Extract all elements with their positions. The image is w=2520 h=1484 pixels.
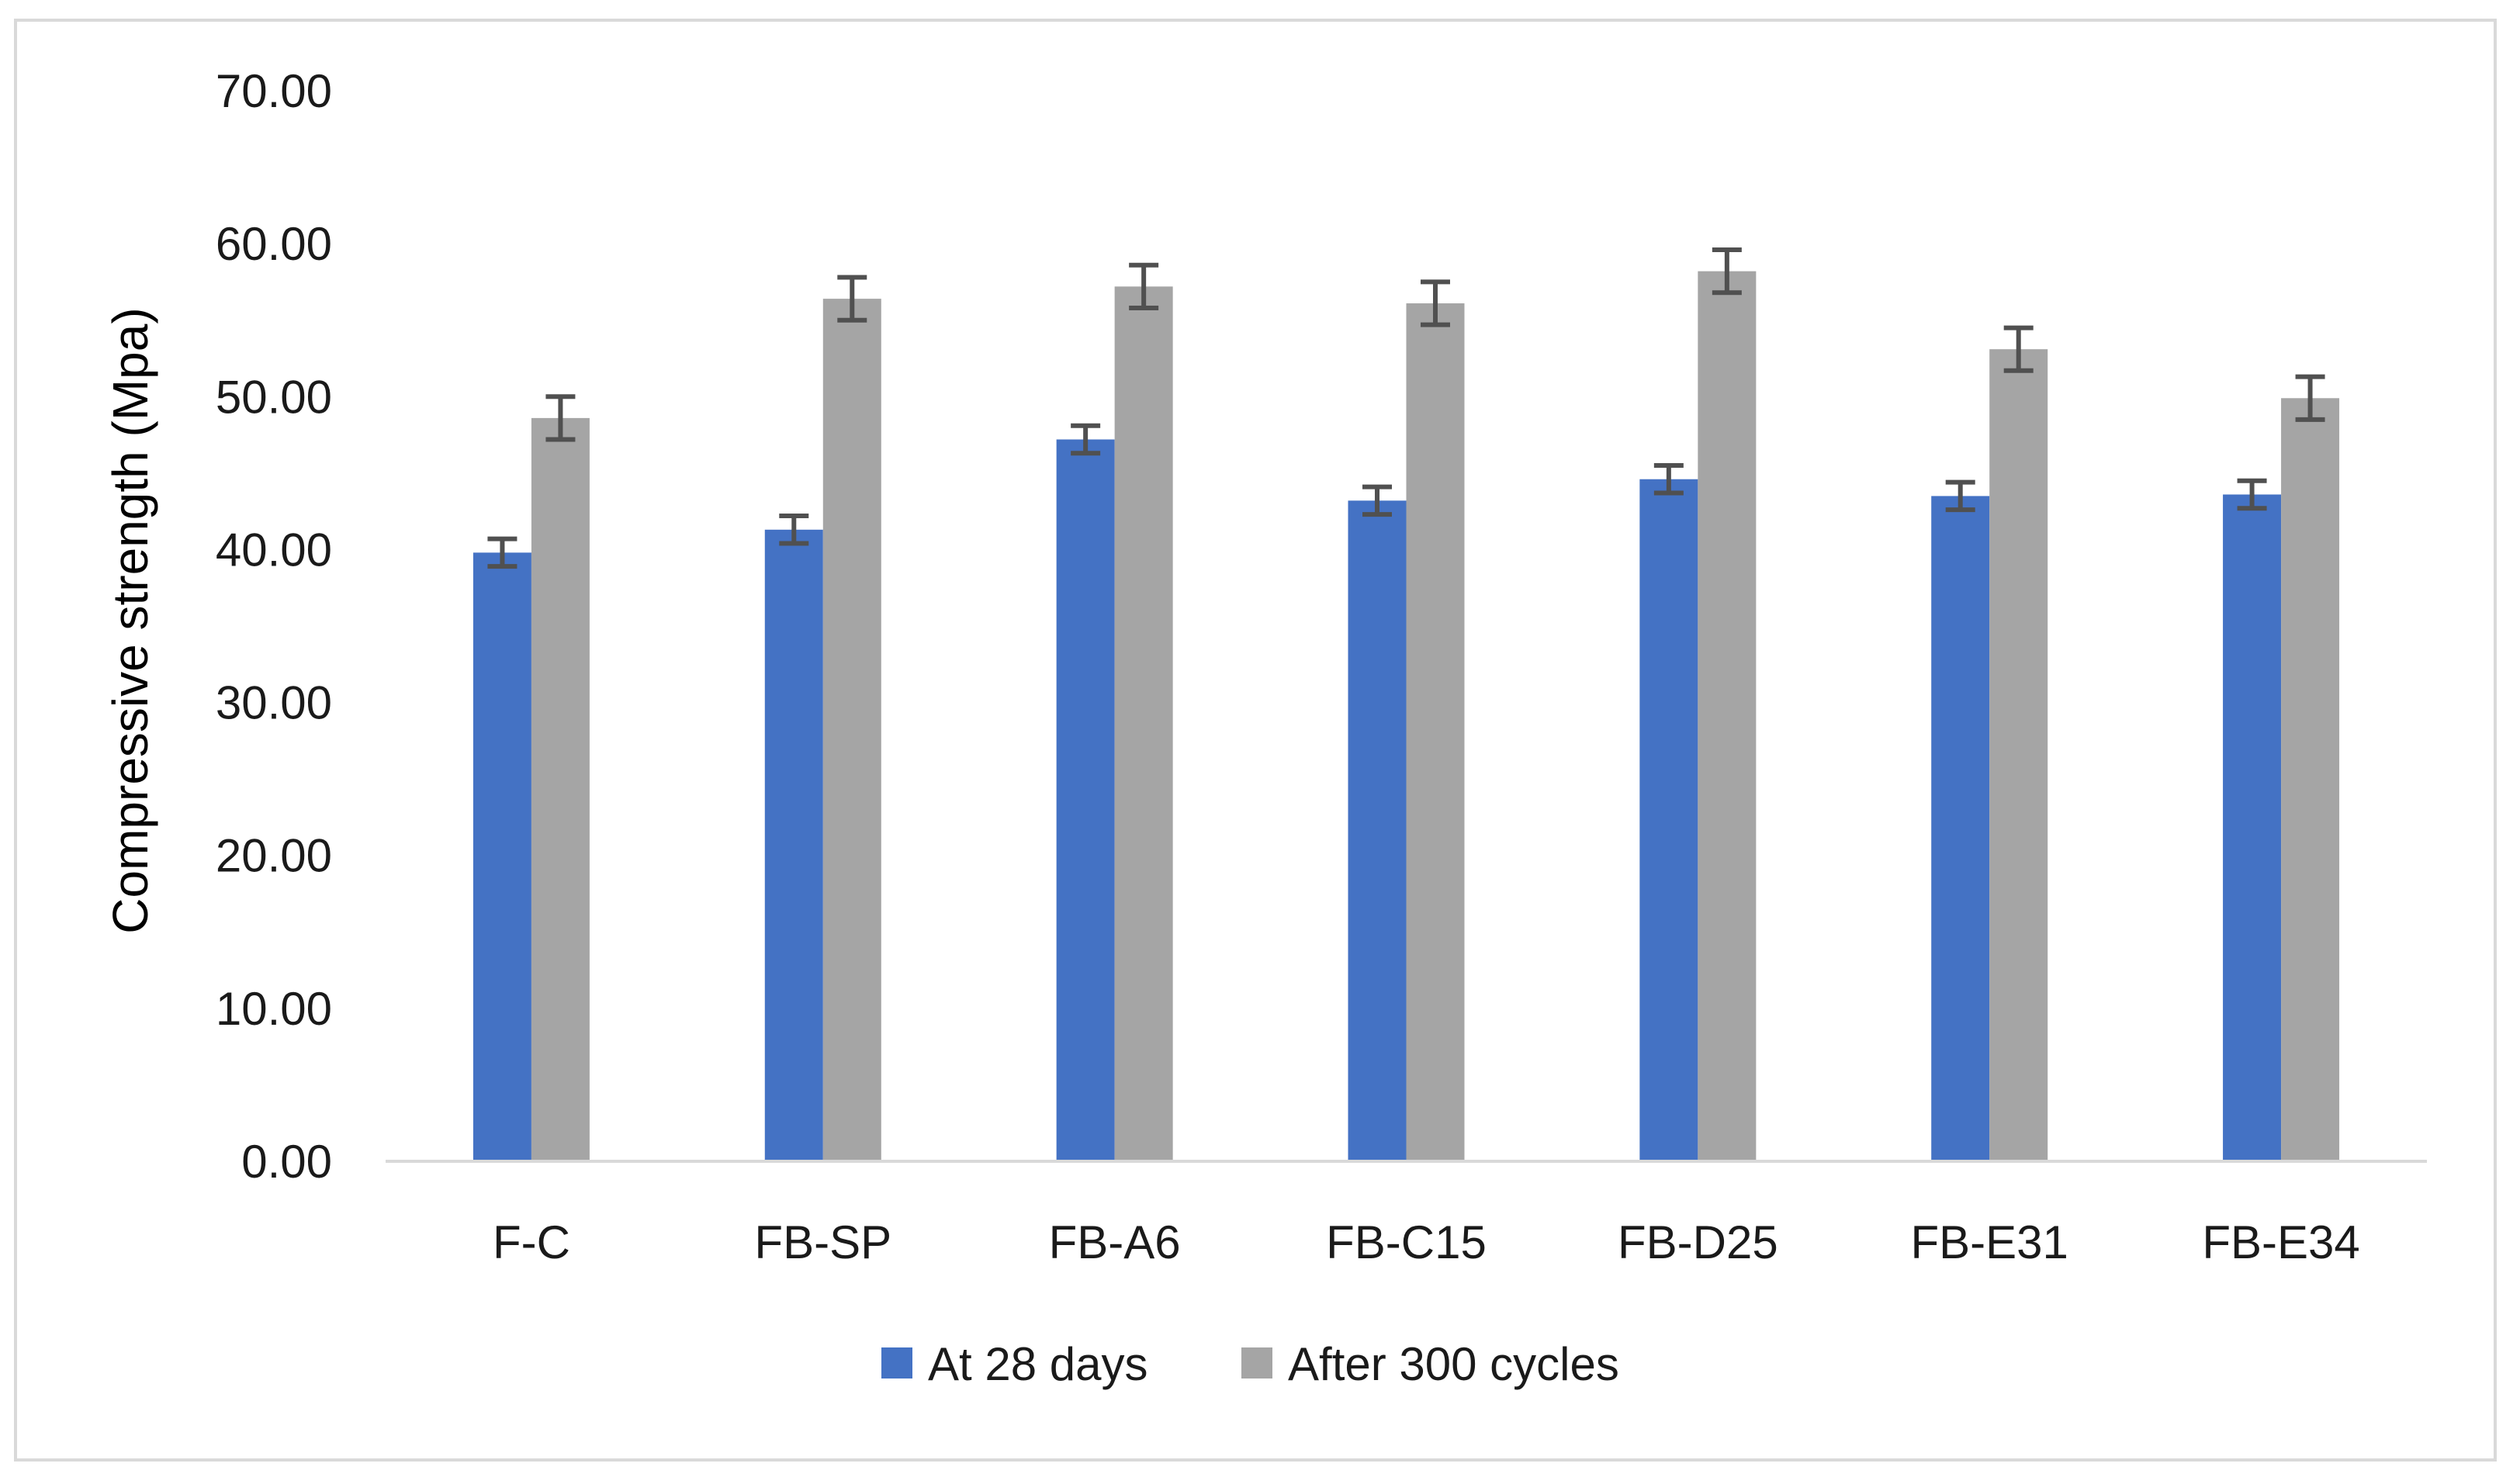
bar-after-300-cycles bbox=[1114, 286, 1173, 1161]
legend-swatch bbox=[1241, 1347, 1272, 1378]
y-tick-label: 50.00 bbox=[216, 371, 332, 423]
bar-after-300-cycles bbox=[1406, 303, 1465, 1161]
legend-label: At 28 days bbox=[928, 1338, 1148, 1390]
bars bbox=[472, 247, 2340, 1162]
y-tick-label: 40.00 bbox=[216, 524, 332, 576]
bar-at-28-days bbox=[1639, 479, 1698, 1161]
error-bar bbox=[2295, 374, 2325, 422]
error-bar bbox=[1129, 262, 1159, 310]
bar-at-28-days bbox=[2223, 494, 2282, 1161]
bar-after-300-cycles bbox=[2281, 398, 2340, 1161]
chart-frame bbox=[14, 19, 2497, 1462]
bar-after-300-cycles bbox=[1698, 271, 1757, 1162]
x-axis-ticks: F-C FB-SP FB-A6 FB-C15 FB-D25 FB-E31 FB-E34 bbox=[493, 1216, 2360, 1268]
error-bar bbox=[779, 514, 809, 546]
bar-after-300-cycles bbox=[531, 417, 590, 1161]
error-bar bbox=[2003, 325, 2034, 373]
x-tick-label: FB-E31 bbox=[1911, 1216, 2068, 1268]
bar-at-28-days bbox=[1056, 439, 1115, 1161]
error-bar bbox=[2237, 478, 2267, 511]
bar-at-28-days bbox=[764, 529, 823, 1161]
error-bar bbox=[837, 275, 867, 323]
error-bar bbox=[1421, 279, 1450, 327]
legend-swatch bbox=[881, 1347, 912, 1378]
x-tick-label: FB-D25 bbox=[1618, 1216, 1778, 1268]
y-tick-label: 20.00 bbox=[216, 830, 332, 882]
y-tick-label: 60.00 bbox=[216, 218, 332, 270]
error-bar bbox=[1945, 479, 1975, 513]
bar-at-28-days bbox=[1931, 496, 1990, 1161]
error-bar bbox=[1362, 484, 1392, 517]
bar-after-300-cycles bbox=[822, 299, 881, 1162]
y-tick-label: 10.00 bbox=[216, 983, 332, 1035]
x-tick-label: FB-SP bbox=[754, 1216, 891, 1268]
x-tick-label: FB-A6 bbox=[1049, 1216, 1181, 1268]
legend-label: After 300 cycles bbox=[1288, 1338, 1619, 1390]
y-tick-label: 70.00 bbox=[216, 65, 332, 117]
y-tick-label: 0.00 bbox=[241, 1136, 332, 1188]
error-bar bbox=[487, 536, 518, 569]
y-axis-ticks: 0.00 10.00 20.00 30.00 40.00 50.00 60.00 70.00 bbox=[216, 65, 332, 1188]
error-bar bbox=[545, 394, 576, 442]
x-tick-label: FB-E34 bbox=[2202, 1216, 2359, 1268]
x-tick-label: F-C bbox=[493, 1216, 570, 1268]
x-tick-label: FB-C15 bbox=[1326, 1216, 1487, 1268]
y-axis-title: Compressive strength (Mpa) bbox=[102, 307, 158, 933]
error-bar bbox=[1712, 247, 1742, 296]
y-tick-label: 30.00 bbox=[216, 677, 332, 729]
bar-at-28-days bbox=[472, 552, 531, 1161]
bar-at-28-days bbox=[1348, 500, 1407, 1161]
error-bar bbox=[1653, 463, 1684, 496]
error-bar bbox=[1071, 423, 1101, 456]
legend: At 28 days After 300 cycles bbox=[881, 1338, 1619, 1390]
bar-after-300-cycles bbox=[1989, 349, 2048, 1162]
